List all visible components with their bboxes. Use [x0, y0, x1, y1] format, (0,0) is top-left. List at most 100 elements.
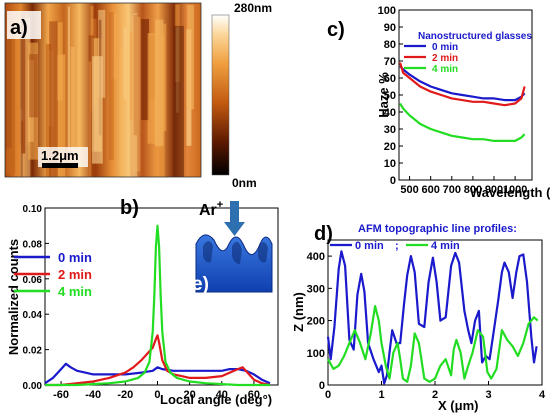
colorbar-gradient	[211, 14, 230, 176]
afm-ridge	[98, 9, 106, 98]
y-tick-label: 0.10	[23, 204, 43, 215]
afm-ridge	[130, 16, 141, 172]
y-tick-label: 60	[384, 73, 396, 85]
y-tick-label: 100	[378, 5, 396, 17]
y-axis-label: Normalized counts	[6, 239, 21, 355]
legend-entry: 0 min	[58, 250, 92, 265]
afm-ridge	[45, 44, 52, 178]
y-tick-label: 0.08	[23, 239, 43, 250]
legend-title: Nanostructured glasses	[418, 31, 532, 42]
series-line-4-min	[399, 102, 526, 142]
x-axis-label: Wavelength (nm)	[470, 185, 550, 200]
glass-substrate	[195, 234, 273, 293]
ion-arrow-head	[224, 222, 245, 236]
afm-ridge	[187, 5, 194, 110]
x-tick-label: 60	[248, 389, 260, 401]
y-tick-label: 300	[307, 283, 325, 295]
x-tick-label: 4	[539, 389, 546, 401]
afm-ridge	[56, 54, 66, 177]
y-tick-label: 0.00	[23, 381, 43, 392]
x-tick-label: 800	[464, 184, 482, 196]
legend-entry: 4 min	[432, 64, 458, 75]
afm-ridge	[173, 25, 184, 178]
afm-ridge	[123, 27, 127, 100]
plot-frame	[44, 207, 279, 386]
x-tick-label: 600	[421, 184, 439, 196]
afm-ridge	[133, 15, 138, 136]
y-tick-label: 0.06	[23, 275, 43, 286]
x-tick-label: -20	[117, 389, 133, 401]
colorbar-min-label: 0nm	[232, 176, 257, 190]
y-tick-label: 40	[384, 107, 396, 119]
y-tick-label: 70	[384, 56, 396, 68]
x-tick-label: 1	[378, 389, 384, 401]
scale-bar-label: 1.2μm	[41, 148, 79, 163]
y-tick-label: 80	[384, 39, 396, 51]
y-axis-label: Z (nm)	[291, 292, 306, 332]
x-tick-label: 700	[443, 184, 461, 196]
legend-separator: ;	[395, 240, 399, 252]
x-tick-label: 900	[485, 184, 503, 196]
afm-ridge	[129, 32, 133, 120]
y-tick-label: 0	[319, 380, 325, 392]
y-tick-label: 0.04	[23, 310, 43, 321]
panel-c-label: c)	[327, 19, 345, 41]
colorbar-max-label: 280nm	[234, 1, 272, 15]
x-tick-label: 40	[216, 389, 228, 401]
afm-ridge	[14, 31, 21, 177]
series-line-2-min	[45, 334, 271, 387]
panel-d-label: d)	[314, 223, 333, 245]
x-tick-label: 3	[485, 389, 491, 401]
y-tick-label: 100	[307, 348, 325, 360]
angle-distribution-chart: -60 -40 -20 0 20 40 60 0.00 0.02 0.04 0.06 0.08 0.10…	[6, 204, 279, 407]
colorbar: 280nm 0nm	[211, 1, 272, 190]
ion-charge: +	[217, 199, 223, 211]
afm-ridge	[57, 22, 63, 101]
y-tick-label: 10	[384, 158, 396, 170]
panel-e-label: e)	[192, 274, 209, 295]
y-tick-label: 30	[384, 124, 396, 136]
x-tick-label: 2	[432, 389, 438, 401]
x-tick-label: 1000	[503, 184, 527, 196]
afm-ridge	[67, 6, 70, 152]
x-tick-label: 500	[400, 184, 418, 196]
series-line-2-min	[399, 62, 526, 107]
afm-ridge	[155, 19, 164, 147]
x-tick-label: 20	[183, 389, 195, 401]
y-tick-label: 0.02	[23, 346, 43, 357]
legend-entry: 0 min	[355, 240, 384, 252]
panel-b-label: b)	[120, 197, 139, 219]
ion-arrow-shaft	[230, 201, 239, 223]
afm-ridge	[92, 56, 103, 164]
afm-ridge	[70, 46, 75, 163]
afm-ridge	[141, 19, 149, 121]
y-tick-label: 90	[384, 22, 396, 34]
afm-ridge	[132, 13, 138, 178]
afm-ridge	[88, 61, 92, 177]
afm-ridge	[108, 12, 114, 161]
afm-ridge	[21, 11, 26, 154]
legend-entry: 4 min	[58, 284, 92, 299]
series-line-0-min	[326, 250, 538, 385]
afm-ridge	[6, 30, 16, 175]
afm-image-panel: a) 1.2μm	[4, 2, 202, 178]
y-tick-label: 200	[307, 316, 325, 328]
legend-entry: 2 min	[432, 53, 458, 64]
series-line-0-min	[399, 65, 526, 102]
y-tick-label: 20	[384, 141, 396, 153]
x-axis-label: Local angle (deg°)	[160, 392, 272, 407]
chart-title: AFM topographic line profiles:	[358, 223, 517, 235]
series-line-4-min	[45, 224, 270, 387]
y-tick-label: 0	[390, 175, 396, 187]
y-axis-label: Haze %	[376, 72, 391, 118]
x-tick-label: 0	[154, 389, 160, 401]
series-line-4-min	[327, 305, 539, 383]
afm-ridge	[111, 13, 118, 80]
line-profile-chart: 0 1 2 3 4 0 100 200 300 400 X (μm) Z (nm) AFM topogr…	[291, 223, 546, 413]
scale-bar	[42, 163, 78, 168]
y-tick-label: 400	[307, 251, 325, 263]
x-axis-label: X (μm)	[438, 398, 478, 413]
afm-ridge	[147, 33, 157, 144]
x-tick-label: -60	[53, 389, 69, 401]
afm-ridge	[27, 42, 38, 160]
